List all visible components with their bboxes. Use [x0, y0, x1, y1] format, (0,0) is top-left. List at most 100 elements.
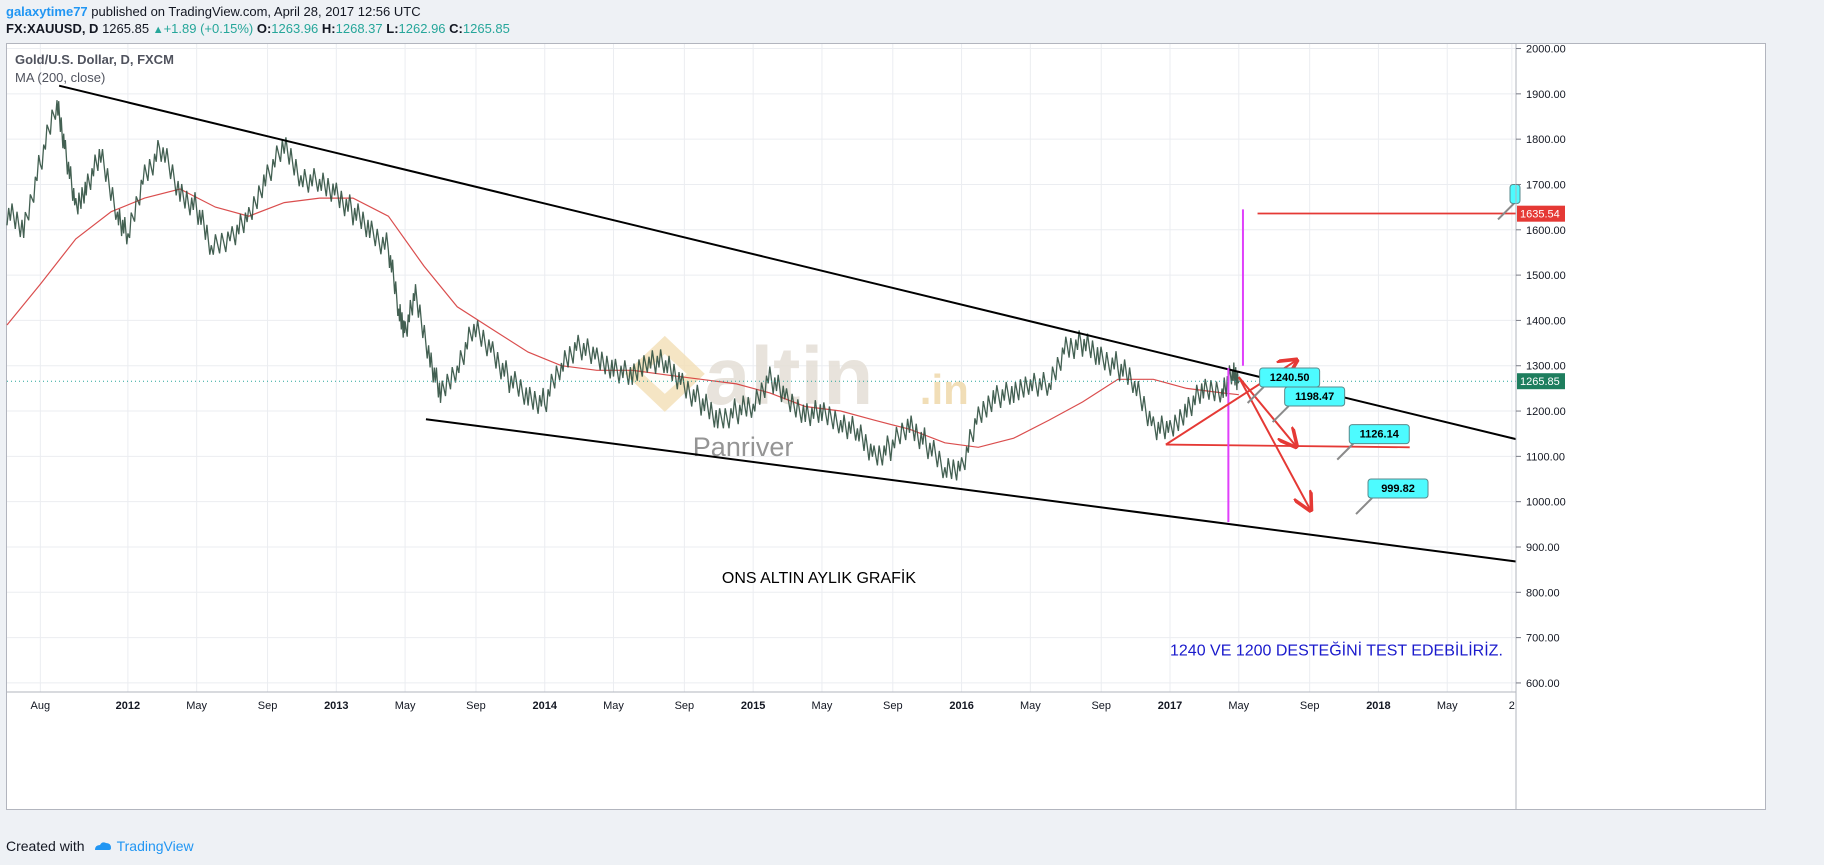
- time-tick-label: Sep: [675, 700, 695, 712]
- price-series-line: [6, 100, 1240, 481]
- low-value: 1262.96: [398, 21, 446, 36]
- time-tick-label: May: [603, 700, 624, 712]
- close-label: C:: [449, 21, 463, 36]
- watermark-subtext: Panriver: [693, 432, 794, 462]
- footer: Created with TradingView: [6, 838, 194, 854]
- high-label: H:: [321, 21, 336, 36]
- callout-box: [1284, 386, 1346, 407]
- axes-layer: 2000.00 1900.00 1800.00 1700.00 1600.00 1500.…: [7, 44, 1566, 809]
- ohlc-line: FX:XAUUSD, D 1265.85 ▲+1.89 (+0.15%) O:1…: [6, 21, 510, 36]
- last-price-badge-box: [1517, 373, 1565, 390]
- time-tick-label: 2016: [949, 700, 973, 712]
- time-tick-label: May: [1437, 700, 1458, 712]
- price-callout: 999.82: [1355, 478, 1429, 515]
- price-tick-label: 1800.00: [1526, 134, 1566, 146]
- grid: [7, 44, 1516, 692]
- time-tick-label: 2014: [532, 700, 557, 712]
- price-tick-label: 1600.00: [1526, 225, 1566, 237]
- price-tick-label: 1100.00: [1526, 451, 1565, 463]
- publish-line: galaxytime77 published on TradingView.co…: [6, 4, 421, 19]
- time-tick-label: Sep: [1091, 700, 1111, 712]
- time-tick-label: May: [186, 700, 207, 712]
- tradingview-cloud-icon: [94, 842, 111, 850]
- price-tick-label: 900.00: [1526, 542, 1560, 554]
- open-label: O:: [256, 21, 272, 36]
- time-tick-label: 2015: [741, 700, 765, 712]
- time-tick-label: May: [1020, 700, 1041, 712]
- chart-frame[interactable]: [6, 43, 1766, 810]
- callout-box: [1509, 183, 1521, 204]
- projection-arrow: [1238, 376, 1295, 445]
- callout-label: 999.82: [1381, 483, 1415, 495]
- price-tick-label: 1000.00: [1526, 497, 1566, 509]
- price-change: +1.89 (+0.15%): [163, 21, 254, 36]
- watermark-suffix: .in: [920, 366, 969, 413]
- created-with-text: Created with: [6, 838, 85, 854]
- price-tick-label: 800.00: [1526, 587, 1560, 599]
- time-tick-label: 2018: [1366, 700, 1390, 712]
- indicator-label: MA (200, close): [15, 70, 105, 85]
- level-badge-label: 1635.54: [1520, 209, 1560, 221]
- ma-series-line: [6, 188, 1239, 448]
- level-badge: 1635.54: [1517, 205, 1565, 222]
- last-price-badge-label: 1265.85: [1520, 376, 1560, 388]
- price-callout: 1240.50: [1246, 367, 1321, 404]
- price-callout: 1198.47: [1271, 386, 1346, 423]
- price-tick-label: 1900.00: [1526, 89, 1566, 101]
- price-tick-label: 600.00: [1526, 678, 1560, 690]
- tradingview-brand: TradingView: [116, 838, 194, 854]
- callout-label: 1240.50: [1270, 372, 1310, 384]
- support-line: [1165, 443, 1410, 449]
- price-tick-label: 2000.00: [1526, 44, 1566, 56]
- callout-pointer: [1271, 405, 1290, 423]
- callout-pointer: [1355, 497, 1373, 515]
- price-tick-label: 1200.00: [1526, 406, 1566, 418]
- callout-box: [1348, 424, 1410, 445]
- price-tick-label: 1300.00: [1526, 361, 1566, 373]
- time-tick-label: May: [395, 700, 416, 712]
- time-tick-label: Sep: [1300, 700, 1320, 712]
- up-arrow-icon: ▲: [152, 24, 164, 36]
- chart-annotation: 1240 VE 1200 DESTEĞİNİ TEST EDEBİLİRİZ.: [1170, 641, 1503, 660]
- drawings-layer: 1240.50 1198.47 1126.14 999.82 ONS ALTIN AYL…: [7, 84, 1521, 660]
- time-tick-label: May: [1228, 700, 1249, 712]
- trendline: [425, 418, 1517, 563]
- open-value: 1263.96: [271, 21, 319, 36]
- callout-pointer: [1246, 386, 1265, 404]
- callout-pointer: [1497, 202, 1515, 221]
- callout-label: 1198.47: [1295, 391, 1334, 403]
- callout-pointer: [1336, 442, 1354, 461]
- author-link[interactable]: galaxytime77: [6, 4, 88, 19]
- last-price: 1265.85: [102, 21, 150, 36]
- price-tick-label: 1400.00: [1526, 315, 1566, 327]
- time-tick-label: May: [812, 700, 833, 712]
- published-text: published on TradingView.com, April 28, …: [91, 4, 421, 19]
- callout-label: 1126.14: [1360, 429, 1400, 441]
- close-value: 1265.85: [462, 21, 510, 36]
- high-value: 1268.37: [335, 21, 383, 36]
- price-callout: 1126.14: [1336, 424, 1410, 461]
- price-tick-label: 1700.00: [1526, 179, 1566, 191]
- price-tick-label: 1500.00: [1526, 270, 1566, 282]
- time-tick-label: 2012: [116, 700, 140, 712]
- time-tick-label: Sep: [883, 700, 903, 712]
- time-tick-label: 2017: [1158, 700, 1182, 712]
- last-price-badge: 1265.85: [1517, 373, 1565, 390]
- price-tick-label: 700.00: [1526, 633, 1560, 645]
- time-tick-label: 2: [1509, 700, 1515, 712]
- symbol-label: FX:XAUUSD, D: [6, 21, 99, 36]
- price-callout: [1497, 183, 1521, 221]
- time-tick-label: Aug: [31, 700, 51, 712]
- chart-annotation: ONS ALTIN AYLIK GRAFİK: [722, 568, 916, 587]
- callout-box: [1367, 478, 1429, 499]
- series-layer: [6, 100, 1240, 481]
- chart-title: Gold/U.S. Dollar, D, FXCM: [15, 52, 174, 67]
- level-badge-box: [1517, 205, 1565, 222]
- low-label: L:: [386, 21, 399, 36]
- tradingview-link[interactable]: TradingView: [93, 838, 194, 854]
- time-tick-label: Sep: [466, 700, 486, 712]
- time-tick-label: 2013: [324, 700, 348, 712]
- time-tick-label: Sep: [258, 700, 278, 712]
